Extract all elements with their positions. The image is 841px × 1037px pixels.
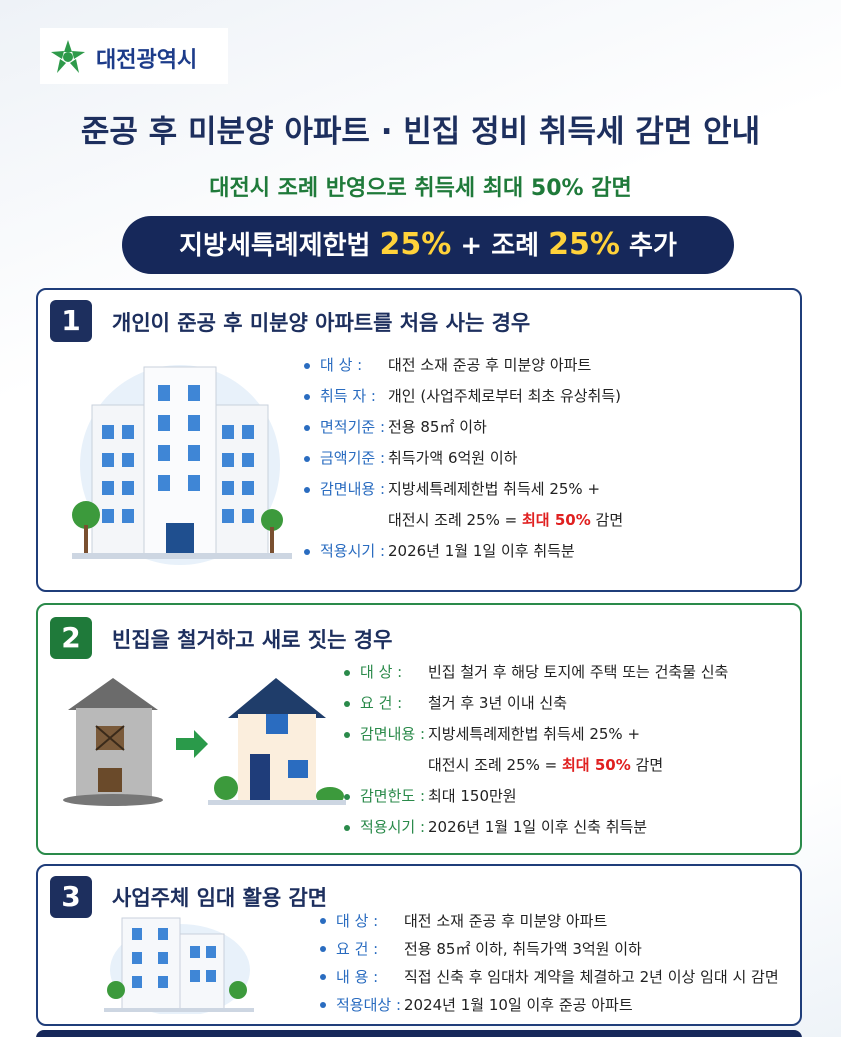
item-row: 면적기준 : 전용 85㎡ 이하 [300, 412, 623, 443]
item-row: 대전시 조례 25% = 최대 50% 감면 [340, 750, 728, 781]
item-text: 빈집 철거 후 해당 토지에 주택 또는 건축물 신축 [428, 663, 729, 681]
section-title: 빈집을 철거하고 새로 짓는 경우 [112, 628, 393, 652]
item-row: 감면내용 : 지방세특례제한법 취득세 25% + [340, 719, 728, 750]
item-text: 2024년 1월 10일 이후 준공 아파트 [404, 996, 633, 1014]
item-label: 감면내용 : [320, 480, 386, 498]
item-text: 대전 소재 준공 후 미분양 아파트 [404, 912, 608, 930]
section-number: 3 [50, 876, 92, 918]
logo-text: 대전광역시 [96, 48, 198, 73]
item-row: 대전시 조례 25% = 최대 50% 감면 [300, 505, 623, 536]
next-section-edge [36, 1030, 802, 1037]
item-row: 내 용 : 직접 신축 후 임대차 계약을 체결하고 2년 이상 임대 시 감면 [316, 963, 779, 991]
item-row: 취득 자 : 개인 (사업주체로부터 최초 유상취득) [300, 381, 623, 412]
apartment-illustration [104, 917, 254, 1014]
item-text: 대전시 조례 25% = [388, 511, 518, 529]
title: 준공 후 미분양 아파트 · 빈집 정비 취득세 감면 안내 [80, 114, 761, 150]
item-label: 감면내용 : [360, 725, 426, 743]
section-box [36, 603, 802, 855]
item-row: 대 상 : 빈집 철거 후 해당 토지에 주택 또는 건축물 신축 [340, 657, 728, 688]
item-text: 취득가액 6억원 이하 [388, 449, 518, 467]
item-label: 내 용 : [336, 968, 379, 986]
item-row: 요 건 : 전용 85㎡ 이하, 취득가액 3억원 이하 [316, 935, 779, 963]
item-highlight: 최대 50% [522, 511, 591, 529]
item-row: 대 상 : 대전 소재 준공 후 미분양 아파트 [300, 350, 623, 381]
item-label: 취득 자 : [320, 387, 376, 405]
banner-rate: 25% [548, 227, 620, 262]
item-text: 지방세특례제한법 취득세 25% + [388, 480, 601, 498]
logo-icon [51, 40, 85, 73]
section-number: 1 [50, 300, 92, 342]
item-label: 요 건 : [336, 940, 379, 958]
banner-law: 지방세특례제한법 [179, 231, 371, 261]
item-row: 적용시기 :2026년 1월 1일 이후 취득분 [300, 536, 623, 567]
item-label: 적용시기 : [320, 542, 386, 560]
item-row: 감면내용 : 지방세특례제한법 취득세 25% + [300, 474, 623, 505]
item-text: 최대 150만원 [428, 787, 517, 805]
house-illustration [63, 678, 346, 806]
item-row: 적용시기 :2026년 1월 1일 이후 신축 취득분 [340, 812, 728, 843]
item-text: 2026년 1월 1일 이후 취득분 [388, 542, 575, 560]
item-text: 감면 [595, 511, 624, 529]
item-highlight: 최대 50% [562, 756, 631, 774]
section-number: 2 [50, 617, 92, 659]
banner-suffix: 추가 [629, 231, 677, 261]
item-label: 금액기준 : [320, 449, 386, 467]
item-text: 전용 85㎡ 이하 [388, 418, 487, 436]
item-label: 대 상 : [320, 356, 363, 374]
item-text: 전용 85㎡ 이하, 취득가액 3억원 이하 [404, 940, 642, 958]
item-label: 대 상 : [360, 663, 403, 681]
banner-plus: + 조례 [460, 231, 540, 261]
item-text: 대전시 조례 25% = [428, 756, 558, 774]
section-title: 사업주체 임대 활용 감면 [112, 886, 328, 910]
item-text: 개인 (사업주체로부터 최초 유상취득) [388, 387, 622, 405]
item-text: 2026년 1월 1일 이후 신축 취득분 [428, 818, 648, 836]
item-row: 감면한도 : 최대 150만원 [340, 781, 728, 812]
item-row: 금액기준 : 취득가액 6억원 이하 [300, 443, 623, 474]
banner-rate: 25% [379, 227, 452, 262]
item-label: 적용대상 : [336, 996, 402, 1014]
item-label: 적용시기 : [360, 818, 426, 836]
item-row: 요 건 : 철거 후 3년 이내 신축 [340, 688, 728, 719]
item-label: 요 건 : [360, 694, 403, 712]
item-label: 면적기준 : [320, 418, 386, 436]
banner: 지방세특례제한법 25% + 조례 25% 추가 [122, 216, 734, 274]
item-text: 대전 소재 준공 후 미분양 아파트 [388, 356, 592, 374]
item-row: 적용대상 :2024년 1월 10일 이후 준공 아파트 [316, 991, 779, 1019]
item-label: 감면한도 : [360, 787, 426, 805]
logo-box: 대전광역시 [40, 28, 228, 84]
item-row: 대 상 : 대전 소재 준공 후 미분양 아파트 [316, 907, 779, 935]
item-text: 철거 후 3년 이내 신축 [428, 694, 568, 712]
item-text: 직접 신축 후 임대차 계약을 체결하고 2년 이상 임대 시 감면 [404, 968, 779, 986]
item-text: 지방세특례제한법 취득세 25% + [428, 725, 641, 743]
item-label: 대 상 : [336, 912, 379, 930]
item-text: 감면 [635, 756, 664, 774]
apartment-illustration [72, 365, 292, 565]
section-title: 개인이 준공 후 미분양 아파트를 처음 사는 경우 [112, 311, 531, 335]
subtitle: 대전시 조례 반영으로 취득세 최대 50% 감면 [209, 176, 632, 201]
